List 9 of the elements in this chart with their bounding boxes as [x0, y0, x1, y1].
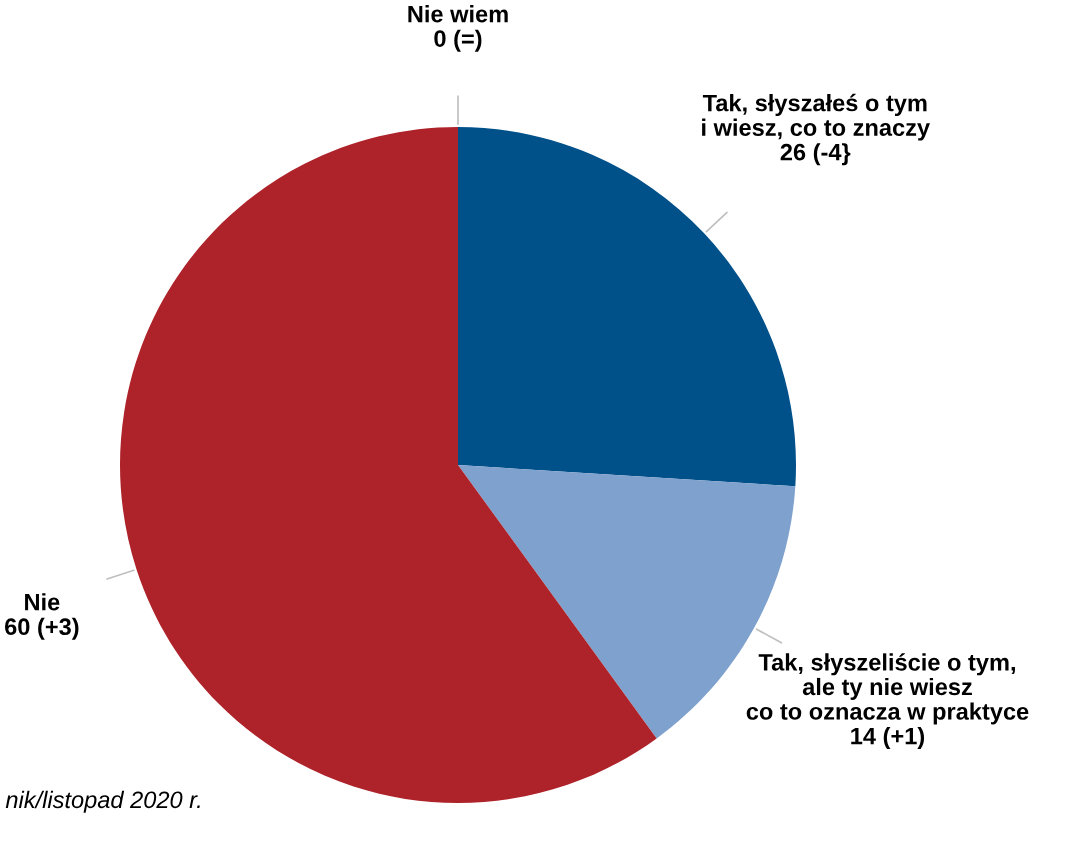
- data-label: 60 (+3): [5, 617, 79, 640]
- category-label: Nie wiem: [408, 5, 508, 23]
- slice-label: Nie: [25, 593, 60, 611]
- data-label: 14 (+1): [851, 727, 925, 750]
- text: 0 (=): [434, 29, 482, 52]
- data-label: 26 (-4}: [780, 143, 851, 166]
- slice-label: Tak, słyszeliście o tym, ale ty nie wiesz co to oznacza w praktyce: [746, 653, 1029, 725]
- text: nik/listopad 2020 r.: [5, 790, 200, 813]
- slice-label: Tak, słyszałeś o tym i wiesz, co to znaczy: [702, 93, 930, 141]
